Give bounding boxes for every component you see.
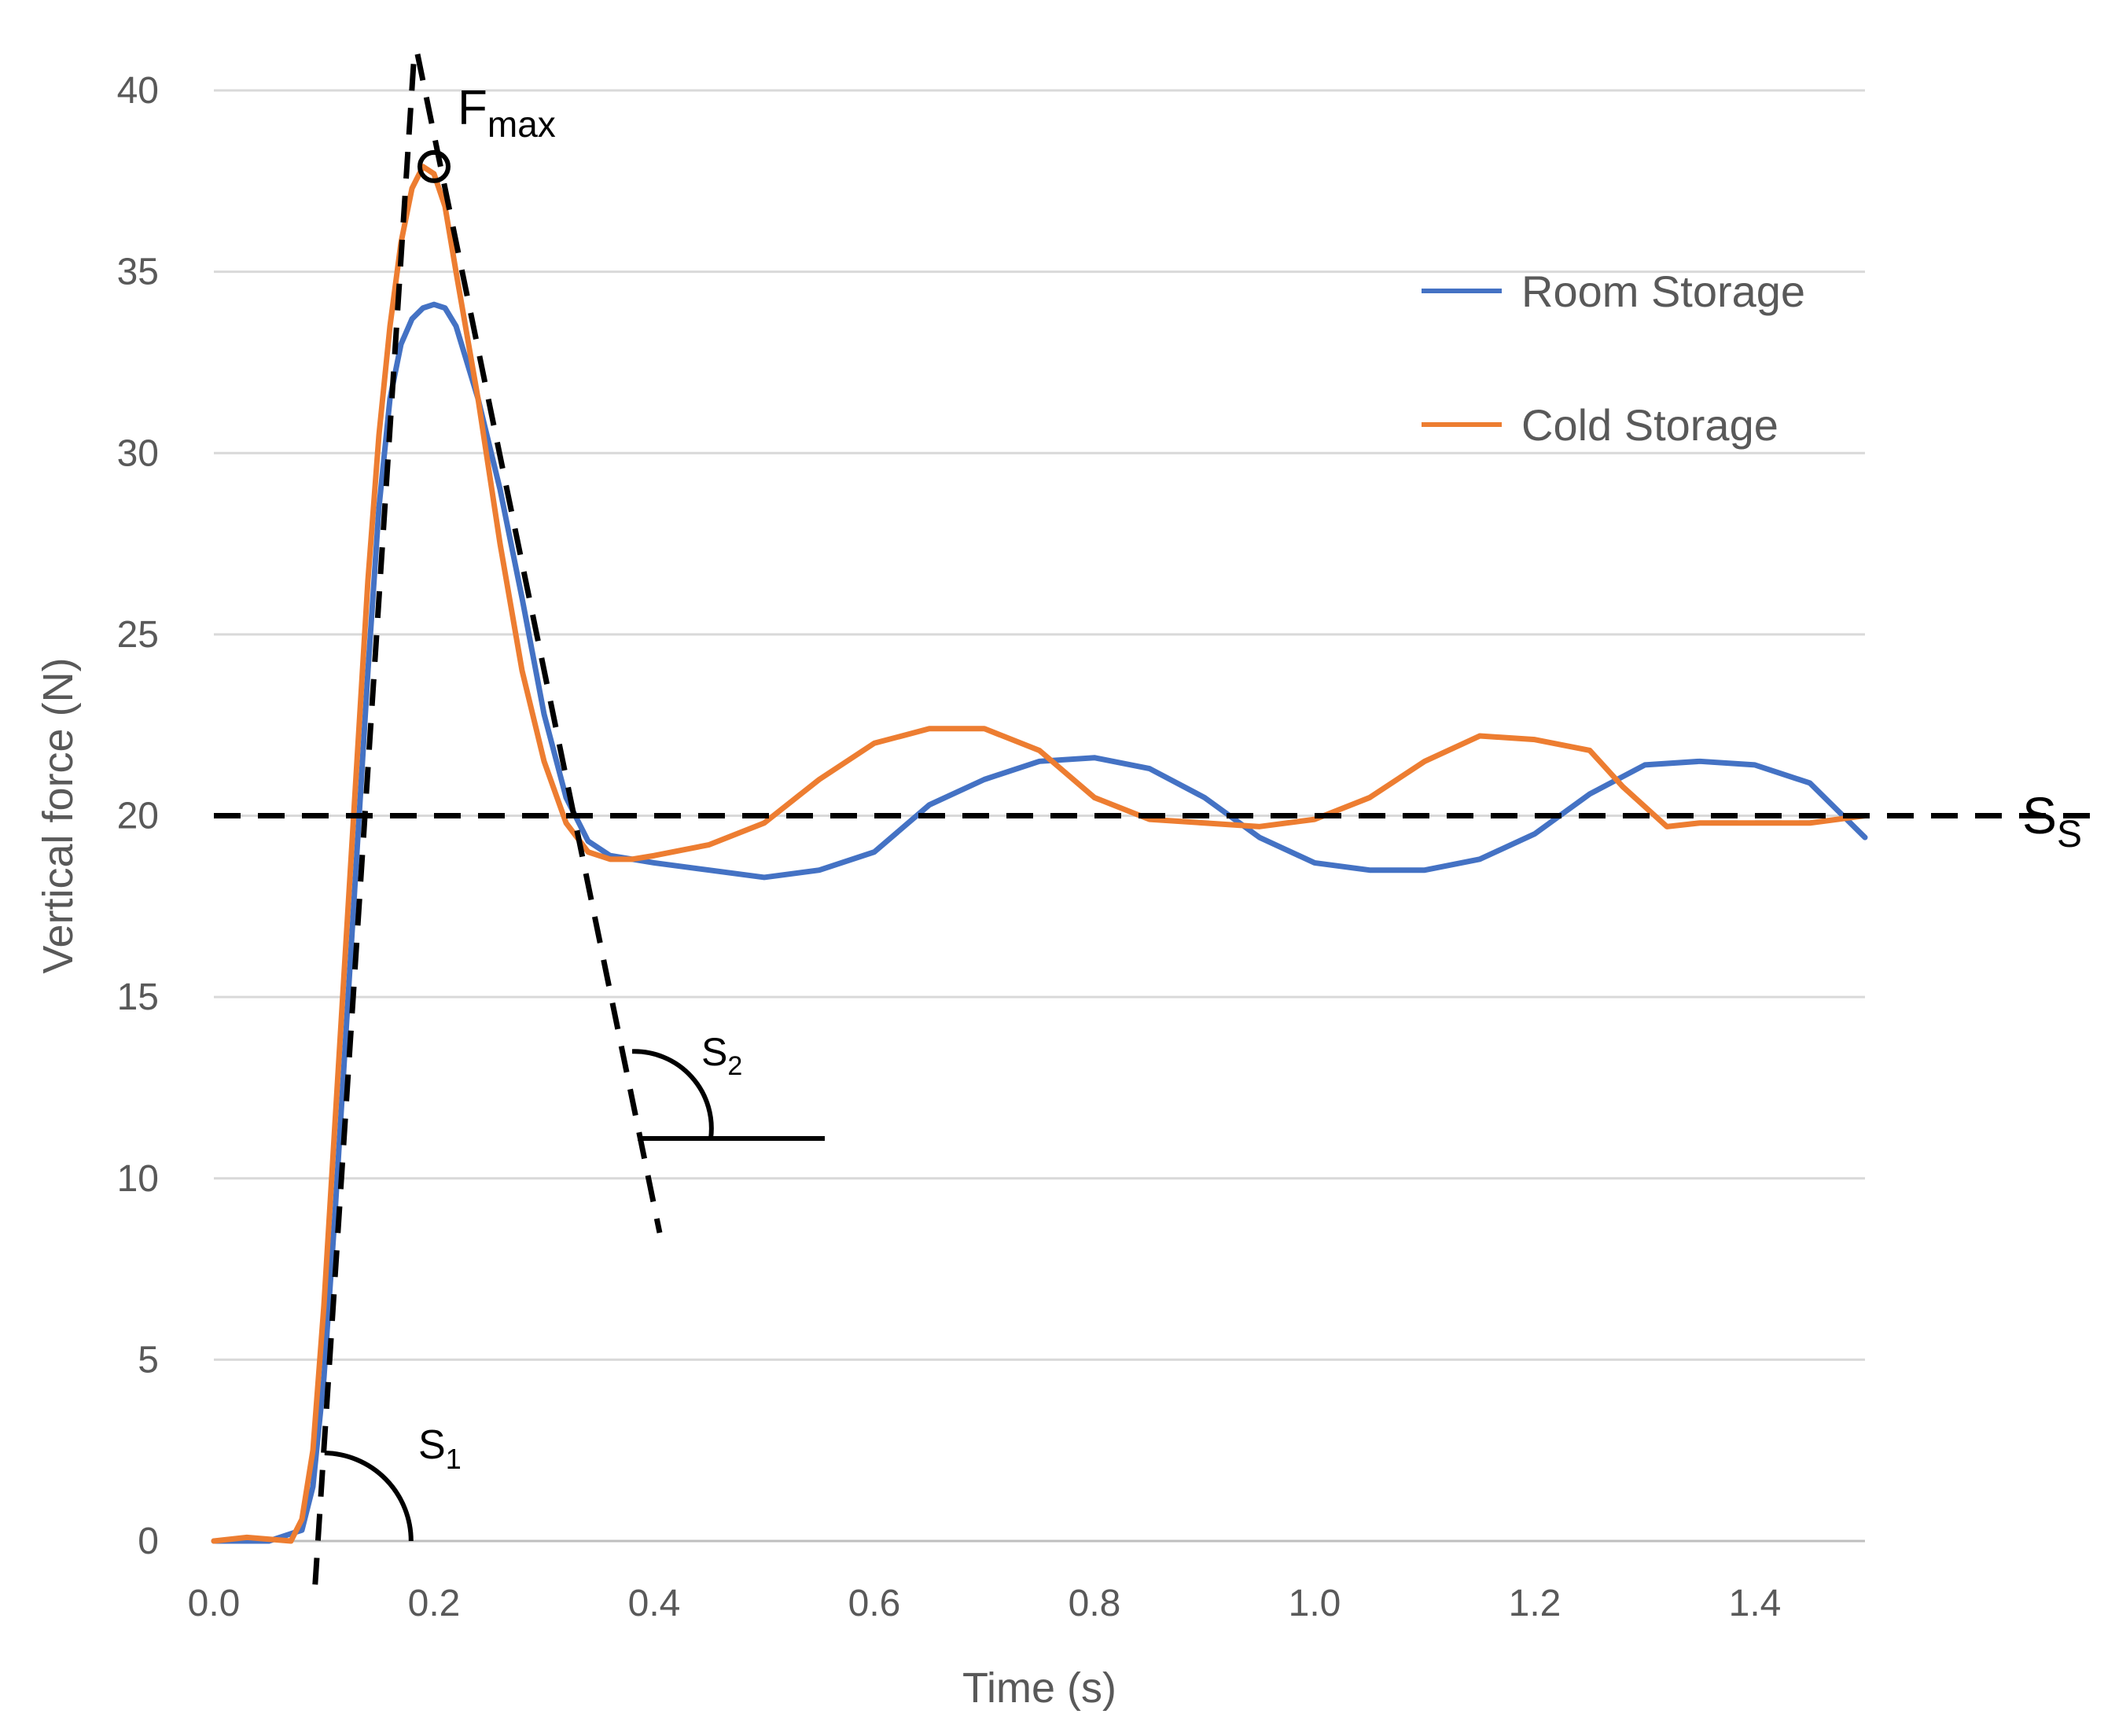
x-tick-label: 1.0 [1289,1583,1341,1624]
y-tick-label: 10 [117,1158,159,1200]
legend: Room Storage Cold Storage [1422,267,1805,450]
y-tick-label: 40 [117,70,159,112]
y-axis-title: Vertical force (N) [35,657,82,973]
s2-angle-arc [631,1049,714,1139]
y-tick-label: 5 [138,1339,159,1381]
y-tick-label: 30 [117,432,159,474]
x-tick-label: 0.0 [188,1583,241,1624]
y-tick-label: 15 [117,977,159,1018]
x-tick-labels: 0.0 0.2 0.4 0.6 0.8 1.0 1.2 1.4 [188,1583,1782,1624]
legend-label-room-storage: Room Storage [1521,267,1805,316]
y-tick-label: 25 [117,614,159,656]
series-lines [211,164,1868,1544]
s1-angle-arc [324,1451,414,1542]
rise-tangent-line [312,53,417,1585]
y-tick-labels: 0 5 10 15 20 25 30 35 40 [117,70,159,1562]
y-tick-label: 20 [117,796,159,837]
fmax-marker [417,149,451,183]
series-line-0 [211,301,1868,1544]
ss-label: SS [2022,786,2082,855]
series-line-1 [211,164,1868,1544]
x-axis-title: Time (s) [962,1664,1116,1712]
y-tick-label: 0 [138,1521,159,1562]
x-tick-label: 0.8 [1069,1583,1121,1624]
annotations: Fmax SS S1 S2 [214,53,2091,1585]
x-tick-label: 0.6 [848,1583,901,1624]
s1-label: S1 [418,1422,462,1475]
x-tick-label: 0.4 [628,1583,681,1624]
legend-label-cold-storage: Cold Storage [1521,400,1778,450]
x-tick-label: 1.2 [1509,1583,1561,1624]
y-tick-label: 35 [117,252,159,293]
x-tick-label: 1.4 [1729,1583,1782,1624]
fall-tangent-line [414,53,663,1234]
x-tick-label: 0.2 [408,1583,461,1624]
s2-label: S2 [701,1030,742,1081]
fmax-label: Fmax [458,81,556,145]
